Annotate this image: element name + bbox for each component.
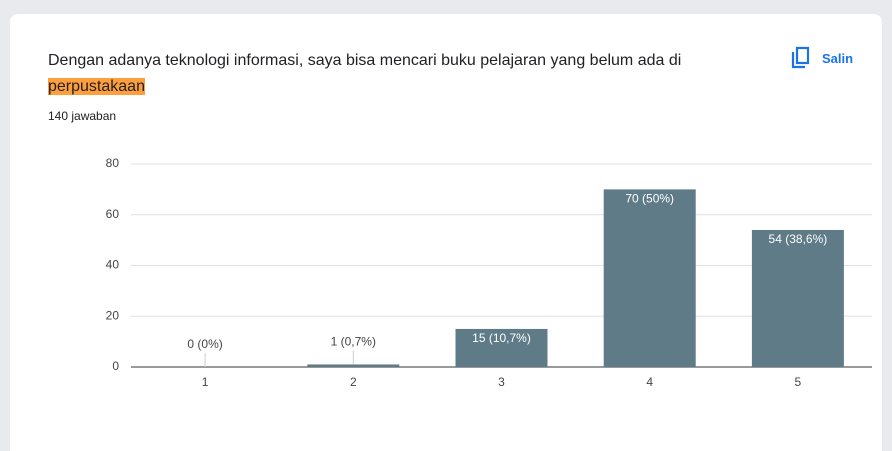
copy-button[interactable]: Salin xyxy=(788,46,853,70)
card: Dengan adanya teknologi informasi, saya … xyxy=(10,14,882,451)
bar xyxy=(603,189,696,367)
value-label: 1 (0,7%) xyxy=(331,335,376,349)
title-text: Dengan adanya teknologi informasi, saya … xyxy=(48,52,682,69)
bar xyxy=(455,328,548,367)
y-tick-label: 80 xyxy=(106,156,120,170)
x-tick-label: 2 xyxy=(350,375,357,389)
question-title: Dengan adanya teknologi informasi, saya … xyxy=(48,48,753,100)
y-tick-label: 60 xyxy=(106,207,120,221)
bar xyxy=(751,229,844,367)
y-tick-label: 0 xyxy=(112,359,119,373)
title-highlight: perpustakaan xyxy=(48,78,145,95)
x-tick-label: 5 xyxy=(795,375,802,389)
value-label: 15 (10,7%) xyxy=(472,331,531,345)
x-tick-label: 3 xyxy=(498,375,505,389)
copy-label[interactable]: Salin xyxy=(822,50,854,66)
response-count: 140 jawaban xyxy=(48,109,117,123)
y-tick-label: 40 xyxy=(106,258,120,272)
y-tick-label: 20 xyxy=(106,308,120,322)
copy-icon xyxy=(791,46,810,69)
x-tick-label: 4 xyxy=(646,375,653,389)
value-label: 0 (0%) xyxy=(187,337,222,351)
bar xyxy=(307,364,400,367)
x-tick-label: 1 xyxy=(202,375,209,389)
value-label: 54 (38,6%) xyxy=(769,232,828,246)
value-label: 70 (50%) xyxy=(625,192,674,206)
